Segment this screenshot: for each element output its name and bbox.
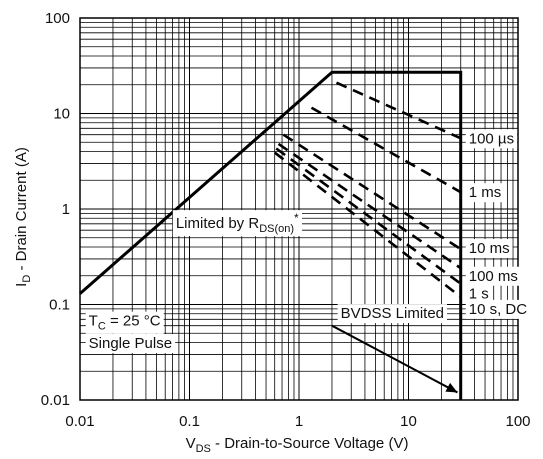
bvdss-arrow-head <box>445 382 458 393</box>
label-bg <box>465 239 513 259</box>
tick-labels: 0.01 0.1 1 10 100 0.01 0.1 1 10 100 <box>41 10 531 430</box>
pulse-label: 1 ms <box>469 184 502 201</box>
pulse-label: 100 ms <box>469 268 518 285</box>
label-bg <box>465 183 505 203</box>
bvdss-label: BVDSS Limited <box>341 305 444 322</box>
x-tick-label: 10 <box>400 413 417 430</box>
axis-labels: VDS - Drain-to-Source Voltage (V) ID - Dr… <box>13 147 408 455</box>
label-bg <box>85 334 176 354</box>
soa-boundary-line <box>79 70 463 400</box>
pulse-label: 100 µs <box>469 130 514 147</box>
x-tick-label: 1 <box>295 413 303 430</box>
x-axis-label: VDS - Drain-to-Source Voltage (V) <box>186 435 409 455</box>
y-axis-label: ID - Drain Current (A) <box>13 147 33 287</box>
label-bg <box>465 299 531 319</box>
soa-boundary-layer <box>79 70 463 400</box>
pulse-line <box>277 142 462 270</box>
label-bg <box>172 210 303 237</box>
bvdss-arrow-line <box>331 324 458 394</box>
y-tick-label: 1 <box>62 201 70 218</box>
pulse-line <box>310 106 462 194</box>
x-tick-label: 0.01 <box>65 413 94 430</box>
label-bg <box>465 284 492 304</box>
label-backgrounds <box>85 129 531 354</box>
pulse-label: 1 s <box>469 286 489 303</box>
pulse-limit-lines <box>273 81 462 298</box>
chart-grid <box>79 18 518 401</box>
plot-frame <box>79 17 519 401</box>
x-tick-label: 0.1 <box>179 413 200 430</box>
y-tick-label: 0.01 <box>41 392 70 409</box>
label-bg <box>465 129 518 149</box>
annotations: 100 µs 1 ms 10 ms 100 ms1 s10 s, DC Limited … <box>85 129 531 394</box>
rds-limit-label: Limited by RDS(on)* <box>176 211 299 235</box>
plot-border <box>79 17 519 401</box>
pulse-line <box>273 151 462 298</box>
pulse-label: 10 ms <box>469 240 510 257</box>
pulse-line <box>275 147 462 285</box>
y-tick-label: 100 <box>45 10 70 27</box>
label-bg <box>337 304 448 324</box>
label-bg <box>465 266 521 286</box>
label-bg <box>85 311 164 334</box>
pulse-line <box>335 81 462 140</box>
pulse-label: 10 s, DC <box>469 301 528 318</box>
tc-label: TC = 25 °C <box>89 313 161 333</box>
x-tick-label: 100 <box>505 413 530 430</box>
y-tick-label: 0.1 <box>49 297 70 314</box>
y-tick-label: 10 <box>53 106 70 123</box>
single-pulse-label: Single Pulse <box>89 335 172 352</box>
